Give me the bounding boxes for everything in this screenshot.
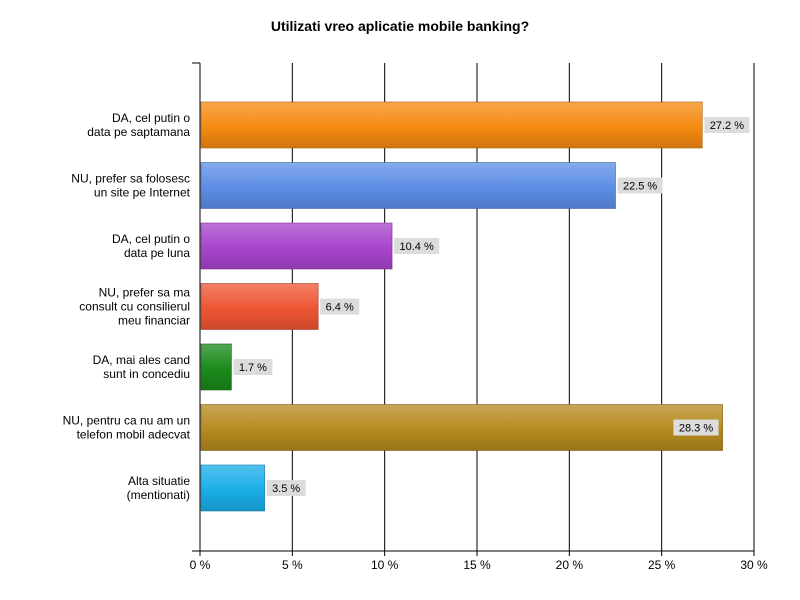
bar xyxy=(200,464,265,512)
value-label-bg xyxy=(266,480,306,496)
bar xyxy=(200,162,616,209)
category-label: Alta situatie (mentionati) xyxy=(127,474,191,502)
category-label: NU, prefer sa folosesc un site pe Interne… xyxy=(71,172,190,200)
value-label: 1.7 % xyxy=(239,362,267,374)
bar xyxy=(200,283,319,330)
value-label: 3.5 % xyxy=(272,483,300,495)
value-label-bg xyxy=(617,177,663,194)
value-label-bg xyxy=(394,238,440,254)
x-tick-label: 15 % xyxy=(463,558,491,572)
category-label: NU, prefer sa ma consult cu consilierul me… xyxy=(79,286,190,328)
bar xyxy=(200,101,703,149)
value-label: 10.4 % xyxy=(400,241,434,253)
bar xyxy=(200,222,393,270)
value-label: 28.3 % xyxy=(679,423,713,435)
x-tick-label: 0 % xyxy=(190,558,211,572)
value-label: 6.4 % xyxy=(326,302,354,314)
bar xyxy=(200,404,723,451)
x-tick-label: 30 % xyxy=(740,558,768,572)
category-label: DA, cel putin o data pe saptamana xyxy=(87,111,190,139)
x-tick-label: 10 % xyxy=(371,558,399,572)
value-label: 27.2 % xyxy=(710,120,744,132)
x-tick-label: 20 % xyxy=(556,558,584,572)
value-label-bg xyxy=(233,359,273,375)
value-label-bg xyxy=(704,117,750,133)
value-label: 22.5 % xyxy=(623,181,657,193)
category-label: NU, pentru ca nu am un telefon mobil adec… xyxy=(63,414,191,442)
chart-title: Utilizati vreo aplicatie mobile banking? xyxy=(270,18,530,34)
bar xyxy=(200,343,232,391)
value-label-bg xyxy=(673,419,719,436)
value-label-bg xyxy=(320,298,360,315)
category-label: DA, cel putin o data pe luna xyxy=(112,232,190,260)
x-tick-label: 5 % xyxy=(282,558,303,572)
x-tick-label: 25 % xyxy=(648,558,676,572)
category-label: DA, mai ales cand sunt in concediu xyxy=(93,353,190,381)
